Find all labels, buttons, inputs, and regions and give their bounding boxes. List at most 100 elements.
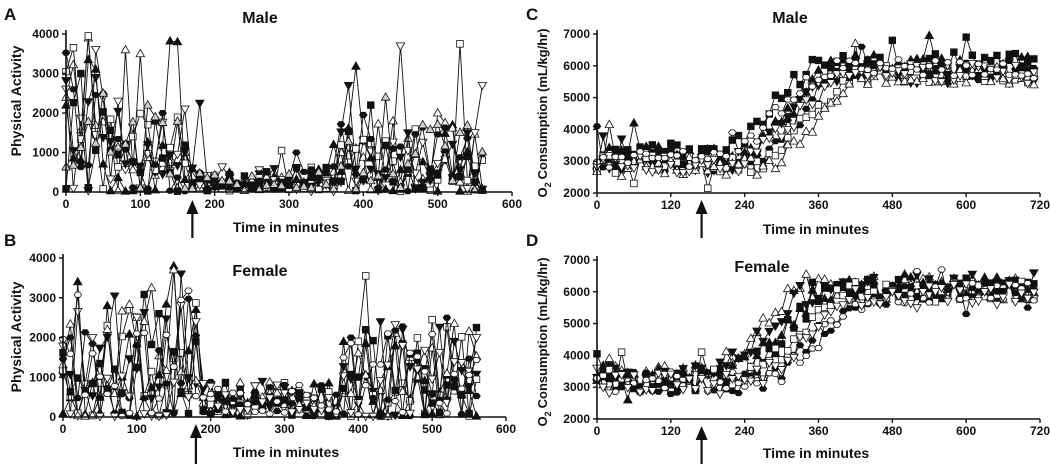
panel-c-series-1-point [747, 122, 755, 131]
panel-b-series-2-point [471, 370, 482, 380]
panel-c-series-3-point [771, 138, 780, 145]
panel-b-series-7-point [183, 393, 194, 403]
panel-a-series-6-point [77, 69, 85, 78]
panel-c-series-8-point [949, 72, 959, 79]
panel-c-y-tick-label: 5000 [563, 91, 590, 105]
panel-a-series-2-point [432, 107, 443, 117]
panel-d-series-3-point [739, 351, 750, 361]
panel-b-series-7-point [161, 411, 172, 421]
panel-a-series-5-point [69, 44, 78, 52]
panel-d-letter: D [526, 231, 538, 250]
panel-d-series-8-point [789, 353, 799, 363]
panel-b-series-4-point [161, 365, 172, 374]
panel-b-series-2-point [87, 392, 98, 401]
panel-b-series-5-point [88, 340, 97, 347]
panel-c-series-8-point [654, 154, 663, 161]
panel-b-series-8-point [199, 394, 208, 401]
panel-b-series-6-point [421, 386, 429, 394]
panel-a-series-5-point [441, 155, 449, 163]
panel-d-series-6-point [900, 283, 909, 290]
panel-b-series-2-point [176, 270, 187, 280]
panel-b-series-2-point [338, 363, 349, 372]
panel-b-series-8-point [413, 353, 422, 360]
panel-a-x-axis-label: Time in minutes [233, 219, 340, 235]
panel-c-x-tick-label: 120 [661, 198, 681, 212]
panel-d-series-8-point [1028, 288, 1039, 298]
panel-b-series-5-point [442, 314, 452, 321]
panel-b-series-6-point [155, 309, 163, 318]
panel-c-letter: C [526, 5, 538, 24]
panel-c-series-7-point [936, 78, 947, 87]
panel-d-series-4-point [784, 316, 792, 324]
panel-a-series-4-point [425, 177, 436, 186]
panel-d-series-6-point [654, 388, 663, 395]
panel-b-y-tick-label: 1000 [29, 370, 56, 384]
panel-b-series-4-point [124, 299, 135, 308]
panel-d-series-8-point [702, 387, 713, 396]
panel-b-series-7-point [427, 375, 438, 385]
panel-b-series-4-point [183, 380, 194, 390]
panel-d-x-tick-label: 0 [594, 424, 601, 438]
panel-b-series-7-point [286, 408, 297, 418]
panel-a-series-5-point [426, 186, 434, 195]
panel-a-series-3-point [68, 184, 79, 194]
panel-c-series-7-point [1028, 68, 1039, 78]
panel-b-series-5-point [280, 381, 289, 389]
panel-b-series-6-point [391, 386, 399, 395]
panel-b-series-7-point [131, 313, 142, 323]
panel-a-series-2-point [365, 184, 376, 194]
panel-c-series-2-point [850, 50, 861, 59]
panel-c-series-2-point [813, 65, 824, 74]
panel-b-series-8-point [191, 393, 201, 400]
panel-b-series-6-point [66, 388, 75, 396]
panel-a-series-3-point [395, 42, 406, 52]
panel-b-series-8-point [154, 395, 164, 402]
panel-a-series-6-point [69, 98, 78, 107]
panel-b-series-1-point [161, 299, 172, 308]
panel-b-series-6-point [465, 409, 473, 418]
panel-b: B Female Physical Activity Time in minut… [4, 231, 516, 464]
panel-d-series-2-point [727, 348, 738, 358]
panel-a-series-8-point [202, 172, 213, 181]
panel-d-series-7-point [648, 375, 657, 382]
panel-b-series-4-point [427, 342, 438, 352]
panel-d-series-8-point [665, 370, 676, 380]
panel-d-series-3-point [905, 271, 916, 281]
panel-b-series-6-point [339, 384, 348, 393]
panel-a-letter: A [4, 5, 16, 24]
panel-a-series-5-point [166, 143, 174, 152]
panel-b-series-2-point [434, 323, 445, 333]
panel-a-plot-area [61, 32, 488, 197]
panel-c-series-6-point [905, 74, 916, 84]
panel-b-y-tick-label: 2000 [29, 331, 56, 345]
panel-a-series-8-point [135, 182, 146, 192]
panel-a-series-6-point [419, 184, 427, 192]
panel-c-x-tick-label: 0 [594, 198, 601, 212]
panel-d-series-5-point [790, 335, 798, 343]
panel-c-arrow-head [695, 200, 708, 214]
panel-c-series-8-point [777, 110, 786, 117]
panel-d-series-8-point [610, 371, 621, 381]
panel-d-series-7-point [986, 295, 996, 302]
panel-c-series-8-point [826, 72, 836, 79]
panel-a-series-8-point [150, 111, 161, 121]
panel-a-series-6-point [136, 168, 145, 177]
panel-d-series-2-point [745, 348, 756, 358]
panel-b-series-8-point [390, 398, 400, 405]
panel-a-series-3-point [180, 105, 190, 115]
panel-c-series-7-point [807, 100, 818, 110]
panel-d-series-5-point [759, 360, 767, 369]
panel-a-series-8-point [410, 148, 421, 158]
panel-a-series-8-point [113, 141, 123, 151]
panel-b-letter: B [4, 231, 16, 250]
panel-c-y-tick-label: 6000 [563, 59, 590, 73]
panel-d-series-3-point [899, 269, 910, 278]
panel-c-series-8-point [758, 124, 768, 131]
panel-b-series-8-point [169, 363, 179, 370]
panel-b-series-2-point [146, 394, 157, 404]
panel-b-series-4-point [272, 387, 283, 397]
panel-c-series-2-point [936, 53, 947, 62]
panel-c-series-6-point [702, 165, 713, 175]
panel-d-series-5-point [617, 348, 626, 356]
panel-d-x-tick-label: 120 [661, 424, 681, 438]
